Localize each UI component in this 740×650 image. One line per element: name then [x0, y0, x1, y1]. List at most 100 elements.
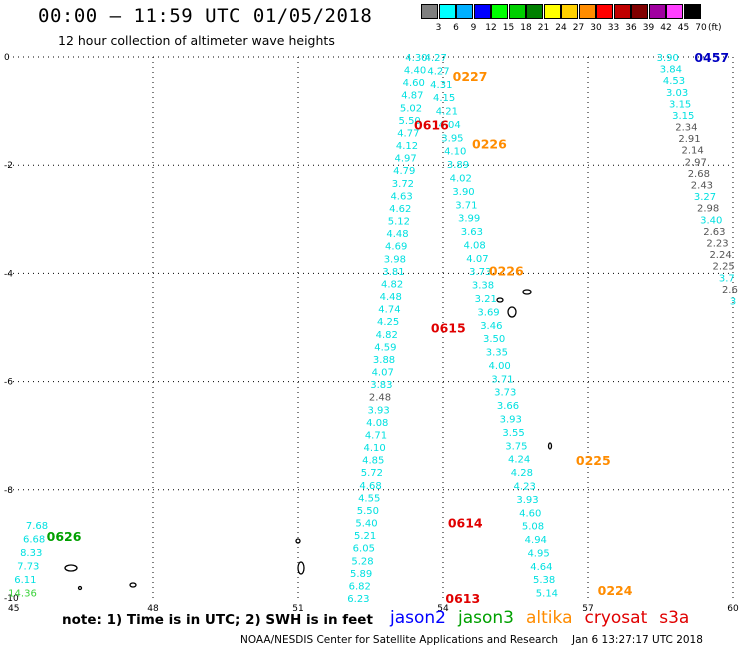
wave-height-value: 3.38 — [472, 281, 494, 292]
legend-item-altika: altika — [526, 608, 573, 628]
wave-height-value: 4.95 — [527, 548, 549, 559]
wave-height-value: 4.59 — [374, 342, 396, 353]
scale-label: 36 — [625, 23, 637, 33]
scale-label: 70 — [695, 23, 707, 33]
scale-label: 42 — [660, 23, 672, 33]
scale-swatch — [613, 4, 631, 19]
wave-height-value: 3.81 — [382, 267, 404, 278]
longitude-tick-label: 57 — [582, 604, 593, 614]
island-outline — [64, 564, 78, 572]
wave-height-value: 5.28 — [351, 556, 373, 567]
wave-height-value: 4.30 — [405, 53, 427, 64]
wave-height-value: 3.84 — [660, 65, 682, 76]
scale-label: 15 — [502, 23, 515, 33]
island-outline — [547, 442, 553, 450]
wave-height-value: 3.55 — [502, 428, 524, 439]
latitude-tick-label: -10 — [4, 594, 19, 604]
longitude-tick-label: 48 — [147, 604, 159, 614]
pass-time-label: 0226 — [472, 137, 507, 152]
wave-height-value: 4.28 — [511, 468, 533, 479]
wave-height-value: 4.68 — [359, 481, 381, 492]
wave-height-value: 4.53 — [663, 76, 685, 87]
pass-time-label: 0616 — [414, 118, 449, 133]
legend-item-s3a: s3a — [659, 608, 690, 628]
wave-height-value: 4.08 — [464, 240, 486, 251]
wave-height-value: 4.10 — [444, 147, 466, 158]
scale-label: 6 — [453, 23, 459, 33]
latitude-tick-label: -6 — [4, 378, 13, 388]
wave-height-value: 3.72 — [392, 179, 414, 190]
wave-height-value: 4.04 — [439, 120, 461, 131]
latitude-tick-label: -2 — [4, 161, 13, 171]
wave-height-value: 3.93 — [516, 495, 538, 506]
scale-label: 39 — [642, 23, 655, 33]
scale-swatch — [578, 4, 596, 19]
wave-height-value: 2.98 — [697, 204, 719, 215]
island-outline — [129, 582, 137, 588]
wave-height-value: 4.79 — [393, 166, 415, 177]
wave-height-value: 3.40 — [700, 215, 722, 226]
island-outline — [496, 297, 504, 303]
latitude-tick-label: 0 — [4, 53, 10, 63]
scale-swatch — [473, 4, 491, 19]
scale-label: 24 — [555, 23, 567, 33]
credit-text: NOAA/NESDIS Center for Satellite Applica… — [240, 634, 558, 646]
wave-height-value: 3.88 — [373, 355, 395, 366]
wave-height-value: 7.68 — [26, 521, 48, 532]
longitude-tick-label: 54 — [437, 604, 449, 614]
pass-time-label: 0615 — [431, 321, 466, 336]
scale-label: 12 — [485, 23, 497, 33]
wave-height-value: 7.73 — [17, 562, 39, 573]
wave-height-value: 4.60 — [403, 78, 425, 89]
scale-swatch — [421, 4, 438, 19]
map-subtitle: 12 hour collection of altimeter wave hei… — [58, 33, 335, 48]
wave-height-value: 2.48 — [369, 393, 391, 404]
wave-height-value: 4.15 — [433, 93, 455, 104]
map-title: 00:00 – 11:59 UTC 01/05/2018 — [38, 5, 373, 27]
wave-height-value: 4.71 — [365, 430, 387, 441]
wave-height-value: 4.63 — [390, 191, 412, 202]
wave-height-value: 4.55 — [358, 493, 380, 504]
latitude-tick-label: -4 — [4, 269, 13, 279]
scale-label: 9 — [470, 23, 477, 33]
wave-height-value: 4.62 — [389, 204, 411, 215]
wave-height-value: 4.97 — [394, 154, 416, 165]
pass-time-label: 0225 — [576, 453, 611, 468]
scale-swatch — [631, 4, 648, 19]
wave-height-value: 4.94 — [525, 535, 547, 546]
wave-height-value: 4.27 — [427, 66, 449, 77]
wave-height-value: 4.27 — [425, 53, 447, 64]
wave-height-value: 3.71 — [491, 374, 513, 385]
pass-time-label: 0224 — [598, 583, 633, 598]
scale-unit: (ft) — [708, 23, 722, 33]
wave-height-value: 4.64 — [530, 562, 552, 573]
scale-swatch — [438, 4, 456, 19]
wave-height-value: 3.93 — [368, 405, 390, 416]
wave-height-value: 3.98 — [384, 254, 406, 265]
wave-height-value: 6.68 — [23, 534, 45, 545]
scale-label: 3 — [435, 23, 442, 33]
wave-height-value: 6.82 — [349, 581, 371, 592]
wave-height-value: 3.7 — [719, 273, 735, 284]
latitude-tick-label: -8 — [4, 486, 13, 496]
scale-swatch — [526, 4, 543, 19]
island-outline — [77, 585, 83, 591]
scale-swatch — [683, 4, 701, 19]
scale-swatch — [543, 4, 561, 19]
longitude-tick-label: 60 — [727, 604, 739, 614]
wave-height-value: 8.33 — [20, 548, 42, 559]
wave-height-value: 5.02 — [400, 103, 422, 114]
wave-height-value: 4.48 — [386, 229, 408, 240]
wave-height-value: 3 — [730, 296, 736, 307]
island-outline — [295, 538, 301, 544]
scale-label: 21 — [537, 23, 550, 33]
satellite-legend: jason2 jason3 altika cryosat s3a — [390, 608, 701, 628]
scale-swatch — [561, 4, 578, 19]
wave-height-value: 3.73 — [494, 388, 516, 399]
wave-height-value: 4.31 — [430, 80, 452, 91]
wave-height-value: 5.50 — [357, 506, 379, 517]
legend-item-jason2: jason2 — [390, 608, 446, 628]
wave-height-value: 3.15 — [672, 111, 694, 122]
pass-time-label: 0613 — [445, 591, 480, 606]
